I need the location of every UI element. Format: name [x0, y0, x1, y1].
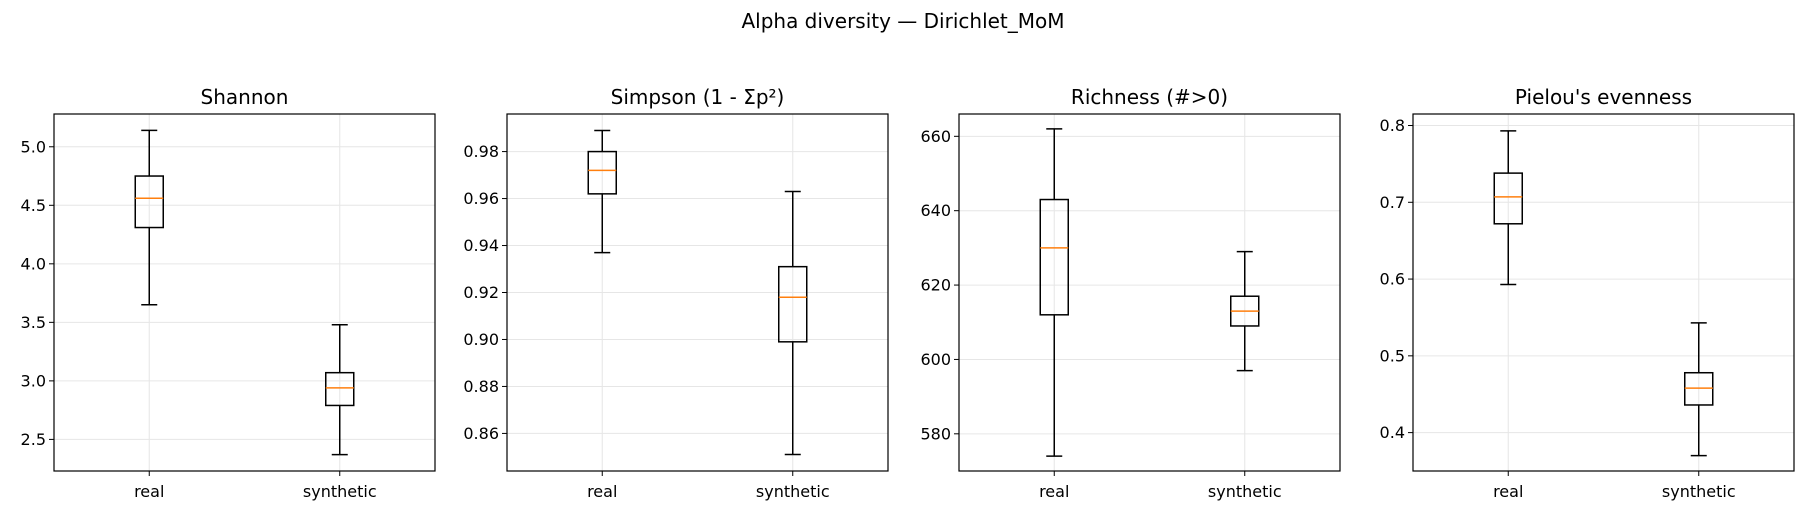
y-tick-label: 0.86 — [463, 424, 499, 443]
boxplot-real — [1493, 130, 1523, 286]
boxplot-real — [1039, 128, 1069, 457]
y-tick-label: 660 — [920, 127, 951, 146]
x-tick-label: real — [134, 482, 164, 501]
y-tick-label: 0.98 — [463, 142, 499, 161]
axes-frame — [506, 113, 889, 472]
x-tick-label: synthetic — [756, 482, 830, 501]
panel-title: Richness (#>0) — [1071, 85, 1228, 109]
y-tick-label: 0.90 — [463, 330, 499, 349]
iqr-box — [1684, 371, 1714, 406]
iqr-box — [778, 265, 808, 343]
y-tick-label: 4.0 — [21, 254, 46, 273]
y-tick-label: 0.92 — [463, 283, 499, 302]
chart-panel: Shannon 2.5 3.0 3.5 4.0 4.5 5.0 real synthetic — [21, 85, 436, 501]
iqr-box — [325, 371, 355, 407]
chart-panel: Simpson (1 - Σp²) 0.86 0.88 0.90 0.92 0.94 0.9… — [463, 85, 889, 501]
y-tick-label: 4.5 — [21, 196, 46, 215]
boxplot-synthetic — [1230, 250, 1260, 372]
panel-title: Pielou's evenness — [1515, 85, 1692, 109]
iqr-box — [134, 175, 164, 229]
x-tick-label: real — [1039, 482, 1069, 501]
x-tick-label: synthetic — [1208, 482, 1282, 501]
boxplot-synthetic — [778, 190, 808, 456]
y-tick-label: 2.5 — [21, 430, 46, 449]
boxplot-real — [134, 129, 164, 306]
boxplot-real — [587, 129, 617, 254]
y-tick-label: 3.5 — [21, 313, 46, 332]
panel-title: Shannon — [201, 85, 289, 109]
y-tick-label: 620 — [920, 276, 951, 295]
y-tick-label: 0.96 — [463, 189, 499, 208]
y-tick-label: 0.6 — [1380, 270, 1405, 289]
x-tick-label: synthetic — [1662, 482, 1736, 501]
y-tick-label: 0.7 — [1380, 193, 1405, 212]
y-tick-label: 5.0 — [21, 137, 46, 156]
boxplot-synthetic — [1684, 322, 1714, 457]
y-tick-label: 640 — [920, 201, 951, 220]
figure-suptitle: Alpha diversity — Dirichlet_MoM — [741, 9, 1064, 33]
y-tick-label: 580 — [920, 424, 951, 443]
iqr-box — [587, 150, 617, 195]
y-tick-label: 0.5 — [1380, 346, 1405, 365]
boxplot-synthetic — [325, 323, 355, 456]
x-tick-label: real — [587, 482, 617, 501]
y-tick-label: 600 — [920, 350, 951, 369]
iqr-box — [1039, 198, 1069, 316]
y-tick-label: 0.8 — [1380, 116, 1405, 135]
y-tick-label: 0.4 — [1380, 423, 1405, 442]
axes-frame — [53, 113, 436, 472]
chart-panel: Pielou's evenness 0.4 0.5 0.6 0.7 0.8 real synt… — [1380, 85, 1795, 501]
y-tick-label: 0.94 — [463, 236, 499, 255]
axes-frame — [1412, 113, 1795, 472]
axes-frame — [958, 113, 1341, 472]
chart-panel: Richness (#>0) 580 600 620 640 660 real synthet… — [920, 85, 1341, 501]
iqr-box — [1493, 172, 1523, 225]
x-tick-label: synthetic — [303, 482, 377, 501]
y-tick-label: 0.88 — [463, 377, 499, 396]
y-tick-label: 3.0 — [21, 371, 46, 390]
panel-title: Simpson (1 - Σp²) — [611, 85, 785, 109]
x-tick-label: real — [1493, 482, 1523, 501]
